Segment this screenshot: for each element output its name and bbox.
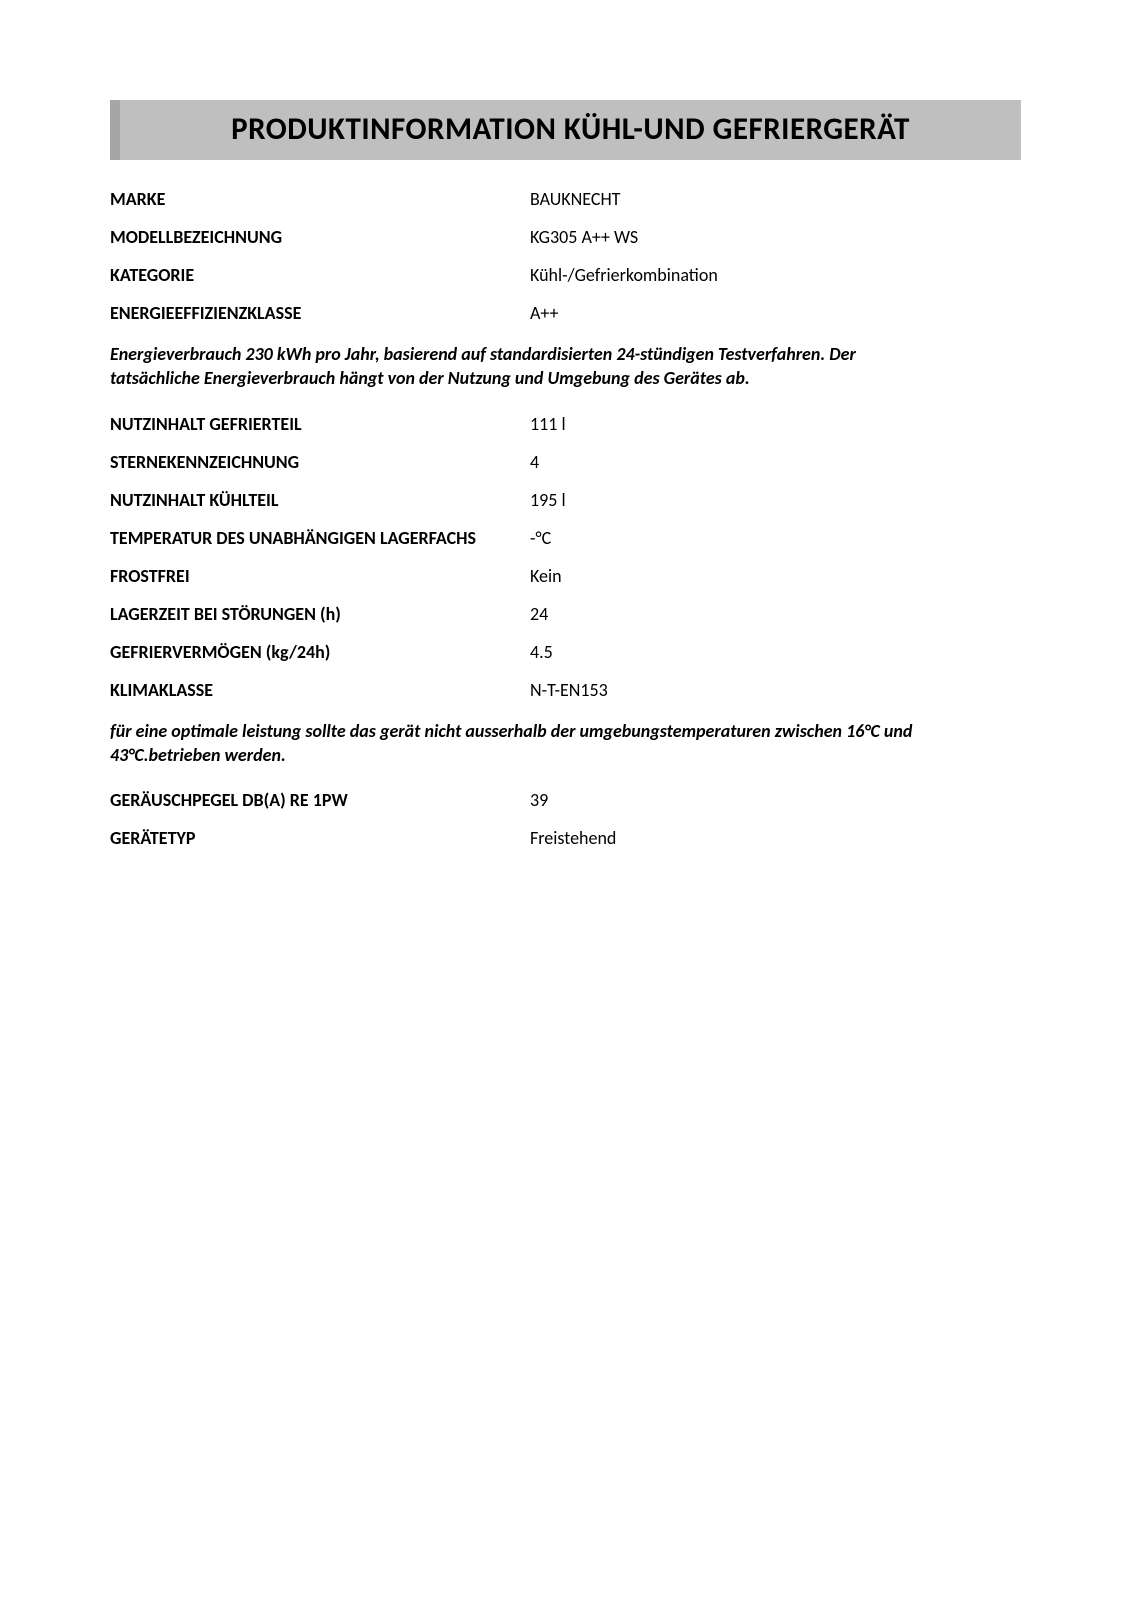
energy-note: Energieverbrauch 230 kWh pro Jahr, basie… — [110, 332, 930, 405]
spec-row: LAGERZEIT BEI STÖRUNGEN (h)24 — [110, 595, 1021, 633]
spec-section-1: MARKEBAUKNECHTMODELLBEZEICHNUNGKG305 A++… — [110, 180, 1021, 332]
spec-value: N-T-EN153 — [530, 679, 1021, 701]
page-title: PRODUKTINFORMATION KÜHL-UND GEFRIERGERÄT — [120, 110, 1021, 148]
spec-value: Freistehend — [530, 827, 1021, 849]
spec-row: STERNEKENNZEICHNUNG4 — [110, 443, 1021, 481]
spec-label: LAGERZEIT BEI STÖRUNGEN (h) — [110, 603, 530, 625]
spec-row: GERÄUSCHPEGEL DB(A) RE 1PW39 — [110, 781, 1021, 819]
spec-label: GERÄTETYP — [110, 827, 530, 849]
spec-value: A++ — [530, 302, 1021, 324]
spec-label: MODELLBEZEICHNUNG — [110, 226, 530, 248]
spec-value: 4 — [530, 451, 1021, 473]
spec-value: Kein — [530, 565, 1021, 587]
spec-row: KLIMAKLASSEN-T-EN153 — [110, 671, 1021, 709]
spec-row: NUTZINHALT GEFRIERTEIL111 l — [110, 405, 1021, 443]
spec-row: GEFRIERVERMÖGEN (kg/24h)4.5 — [110, 633, 1021, 671]
spec-row: GERÄTETYPFreistehend — [110, 819, 1021, 857]
spec-label: KATEGORIE — [110, 264, 530, 286]
spec-label: ENERGIEEFFIZIENZKLASSE — [110, 302, 530, 324]
spec-label: TEMPERATUR DES UNABHÄNGIGEN LAGERFACHS — [110, 527, 530, 549]
spec-value: BAUKNECHT — [530, 188, 1021, 210]
spec-row: MARKEBAUKNECHT — [110, 180, 1021, 218]
spec-value: Kühl-/Gefrierkombination — [530, 264, 1021, 286]
spec-row: TEMPERATUR DES UNABHÄNGIGEN LAGERFACHS-°… — [110, 519, 1021, 557]
spec-value: 111 l — [530, 413, 1021, 435]
spec-row: ENERGIEEFFIZIENZKLASSEA++ — [110, 294, 1021, 332]
page: PRODUKTINFORMATION KÜHL-UND GEFRIERGERÄT… — [0, 0, 1131, 857]
spec-value: 4.5 — [530, 641, 1021, 663]
spec-label: MARKE — [110, 188, 530, 210]
title-bar: PRODUKTINFORMATION KÜHL-UND GEFRIERGERÄT — [110, 100, 1021, 160]
spec-row: MODELLBEZEICHNUNGKG305 A++ WS — [110, 218, 1021, 256]
spec-section-3: GERÄUSCHPEGEL DB(A) RE 1PW39GERÄTETYPFre… — [110, 781, 1021, 857]
spec-label: NUTZINHALT GEFRIERTEIL — [110, 413, 530, 435]
spec-row: KATEGORIEKühl-/Gefrierkombination — [110, 256, 1021, 294]
spec-value: 39 — [530, 789, 1021, 811]
spec-value: KG305 A++ WS — [530, 226, 1021, 248]
spec-value: -°C — [530, 527, 1021, 549]
spec-label: NUTZINHALT KÜHLTEIL — [110, 489, 530, 511]
spec-label: FROSTFREI — [110, 565, 530, 587]
spec-label: GEFRIERVERMÖGEN (kg/24h) — [110, 641, 530, 663]
spec-section-2: NUTZINHALT GEFRIERTEIL111 lSTERNEKENNZEI… — [110, 405, 1021, 709]
spec-row: FROSTFREIKein — [110, 557, 1021, 595]
spec-value: 195 l — [530, 489, 1021, 511]
spec-row: NUTZINHALT KÜHLTEIL195 l — [110, 481, 1021, 519]
spec-label: STERNEKENNZEICHNUNG — [110, 451, 530, 473]
climate-note: für eine optimale leistung sollte das ge… — [110, 709, 930, 782]
spec-label: GERÄUSCHPEGEL DB(A) RE 1PW — [110, 789, 530, 811]
spec-value: 24 — [530, 603, 1021, 625]
spec-label: KLIMAKLASSE — [110, 679, 530, 701]
